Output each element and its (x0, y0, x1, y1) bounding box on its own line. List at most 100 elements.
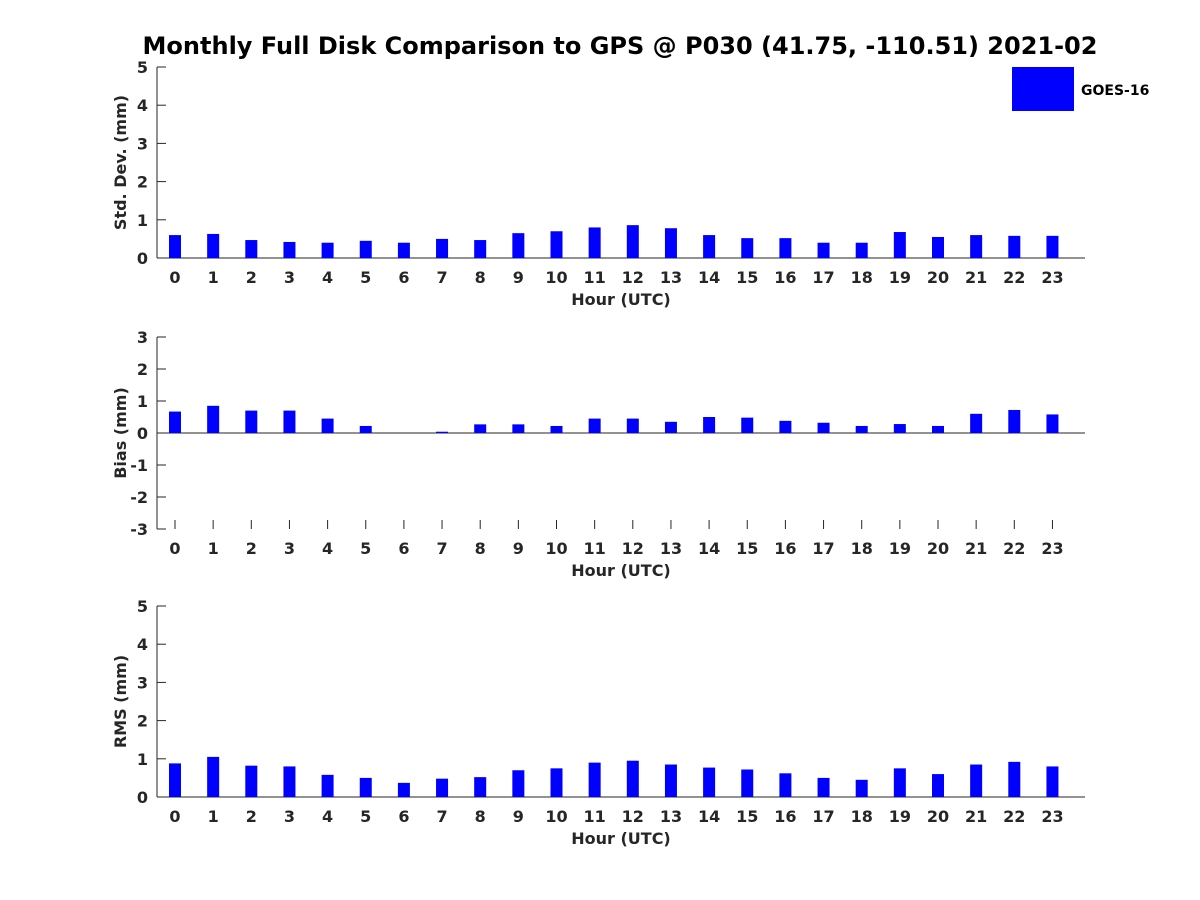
bar (932, 425, 944, 433)
y-tick-label: -3 (130, 520, 148, 539)
y-tick-label: 4 (137, 96, 148, 115)
bar (283, 241, 296, 258)
y-tick-label: 0 (137, 424, 148, 443)
x-tick-label: 12 (622, 807, 644, 826)
bar (1008, 409, 1021, 433)
bar (970, 764, 983, 797)
x-axis-label: Hour (UTC) (571, 290, 671, 309)
x-tick-label: 12 (622, 539, 644, 558)
bar (779, 773, 792, 797)
bar (817, 777, 830, 797)
x-tick-label: 20 (927, 539, 949, 558)
x-tick-label: 22 (1003, 807, 1025, 826)
y-tick-label: 0 (137, 788, 148, 807)
bar (321, 242, 334, 258)
bar (474, 240, 487, 258)
x-tick-label: 21 (965, 268, 987, 287)
bar (1046, 414, 1059, 433)
bar (970, 235, 983, 258)
bar (169, 763, 181, 797)
bar (588, 418, 601, 433)
x-tick-label: 2 (246, 539, 257, 558)
x-tick-label: 20 (927, 807, 949, 826)
x-tick-label: 0 (169, 807, 180, 826)
bar (741, 769, 754, 797)
x-tick-label: 22 (1003, 268, 1025, 287)
x-tick-label: 19 (889, 807, 911, 826)
x-tick-label: 16 (774, 268, 796, 287)
x-axis-label: Hour (UTC) (571, 829, 671, 848)
x-tick-label: 3 (284, 539, 295, 558)
bar (283, 766, 296, 797)
bar (359, 240, 372, 258)
bar (397, 242, 410, 258)
x-tick-label: 18 (851, 807, 873, 826)
bar (512, 770, 525, 797)
x-tick-label: 0 (169, 268, 180, 287)
x-tick-label: 4 (322, 268, 333, 287)
x-tick-label: 17 (812, 807, 834, 826)
x-tick-label: 6 (398, 807, 409, 826)
bar (703, 767, 716, 797)
x-tick-label: 12 (622, 268, 644, 287)
bar (664, 421, 677, 433)
y-tick-label: -1 (130, 456, 148, 475)
bar (550, 768, 563, 797)
x-tick-label: 11 (584, 539, 606, 558)
y-tick-label: 2 (137, 173, 148, 192)
bar (855, 425, 868, 433)
bar (626, 760, 639, 797)
bar (207, 756, 220, 797)
x-tick-label: 14 (698, 268, 720, 287)
bar (1046, 766, 1059, 797)
x-tick-label: 1 (208, 807, 219, 826)
y-tick-label: 3 (137, 328, 148, 347)
x-tick-label: 1 (208, 539, 219, 558)
bar (779, 238, 792, 258)
bar (474, 777, 487, 797)
bar (970, 413, 983, 433)
x-tick-label: 16 (774, 807, 796, 826)
x-tick-label: 2 (246, 268, 257, 287)
bar (245, 410, 258, 433)
y-tick-label: 1 (137, 392, 148, 411)
bar (893, 232, 906, 258)
legend: GOES-16 (1012, 67, 1149, 111)
x-tick-label: 7 (436, 268, 447, 287)
y-tick-label: 5 (137, 597, 148, 616)
bar (588, 762, 601, 797)
bar (588, 227, 601, 258)
bar (169, 235, 181, 258)
y-tick-label: 3 (137, 673, 148, 692)
bar (626, 225, 639, 258)
figure-title: Monthly Full Disk Comparison to GPS @ P0… (143, 32, 1098, 60)
x-tick-label: 3 (284, 807, 295, 826)
bar (550, 231, 563, 258)
bar (1008, 235, 1021, 258)
x-tick-label: 4 (322, 807, 333, 826)
x-tick-label: 13 (660, 539, 682, 558)
x-tick-label: 13 (660, 268, 682, 287)
x-tick-label: 5 (360, 807, 371, 826)
x-tick-label: 2 (246, 807, 257, 826)
bar (321, 774, 334, 797)
bar (626, 418, 639, 433)
bar (474, 424, 487, 433)
y-tick-label: 5 (137, 58, 148, 77)
bar (1008, 761, 1021, 797)
x-tick-label: 11 (584, 807, 606, 826)
bar (207, 405, 220, 433)
x-tick-label: 13 (660, 807, 682, 826)
x-tick-label: 10 (545, 268, 567, 287)
bar (817, 422, 830, 433)
x-tick-label: 8 (475, 268, 486, 287)
bar (245, 240, 258, 258)
x-tick-label: 3 (284, 268, 295, 287)
x-tick-label: 1 (208, 268, 219, 287)
bar (359, 425, 372, 433)
bar (932, 236, 944, 258)
x-tick-label: 15 (736, 268, 758, 287)
x-tick-label: 21 (965, 539, 987, 558)
